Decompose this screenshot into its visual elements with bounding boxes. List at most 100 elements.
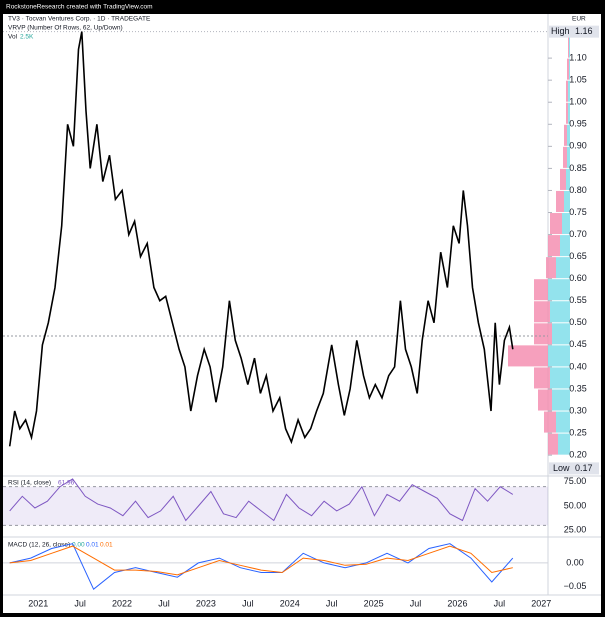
vrvp-up <box>564 190 570 213</box>
rsi-tick-label: 50.00 <box>564 500 587 510</box>
vrvp-down <box>563 146 567 168</box>
chart-background <box>3 14 601 613</box>
vrvp-down <box>538 389 552 411</box>
vrvp-down <box>550 213 562 235</box>
vrvp-down <box>534 367 550 389</box>
y-tick-label: 0.65 <box>569 251 587 261</box>
y-tick-label: 0.60 <box>569 273 587 283</box>
vrvp-up <box>548 345 570 367</box>
pane-separators <box>3 14 601 596</box>
vrvp-up <box>567 124 570 146</box>
vrvp-down <box>566 102 568 124</box>
y-tick-label: 1.10 <box>569 52 587 62</box>
vrvp-down <box>548 433 558 455</box>
high-label: High <box>551 26 570 36</box>
x-tick-label: 2025 <box>364 598 384 608</box>
vrvp-down <box>544 411 556 433</box>
y-tick-label: 0.50 <box>569 317 587 327</box>
vrvp-down <box>546 257 556 279</box>
vrvp-up <box>548 279 570 301</box>
x-tick-label: Jul <box>242 598 254 608</box>
vrvp-down <box>534 279 548 301</box>
y-tick-label: 0.90 <box>569 141 587 151</box>
vrvp-up <box>552 323 570 345</box>
currency: EUR <box>572 16 586 23</box>
y-tick-label: 0.25 <box>569 427 587 437</box>
y-tick-label: 0.80 <box>569 185 587 195</box>
vrvp-down <box>534 323 552 345</box>
macd-value: 0.01 <box>86 542 99 549</box>
rsi-label: RSI (14, close) <box>8 480 51 487</box>
x-tick-label: Jul <box>158 598 170 608</box>
vrvp-down <box>564 124 567 146</box>
vol-value: 2.5K <box>20 34 34 41</box>
high-box <box>549 25 599 38</box>
low-value: 0.17 <box>575 463 593 473</box>
macd-value: 0.00 <box>72 542 85 549</box>
macd-tick-label: −0.05 <box>564 581 587 591</box>
vrvp-down <box>567 58 569 80</box>
y-tick-label: 0.55 <box>569 295 587 305</box>
rsi-tick-label: 25.00 <box>564 525 587 535</box>
x-tick-label: Jul <box>74 598 86 608</box>
vrvp-up <box>556 257 570 279</box>
y-tick-label: 0.85 <box>569 163 587 173</box>
vrvp-down <box>566 80 568 102</box>
x-tick-label: Jul <box>494 598 506 608</box>
x-tick-label: Jul <box>410 598 422 608</box>
vrvp-up <box>550 367 570 389</box>
rsi-line <box>9 478 514 522</box>
x-tick-label: 2021 <box>28 598 48 608</box>
low-box <box>549 462 599 475</box>
vrvp-up <box>552 389 570 411</box>
y-tick-label: 0.70 <box>569 229 587 239</box>
vrvp-up <box>569 36 570 58</box>
y-tick-label: 0.20 <box>569 450 587 460</box>
chart-title: TV3 · Tocvan Ventures Corp. · 1D · TRADE… <box>8 16 151 23</box>
vrvp-up <box>562 213 570 235</box>
vrvp-up <box>568 80 570 102</box>
vrvp-up <box>568 102 570 124</box>
y-tick-label: 0.95 <box>569 119 587 129</box>
y-tick-label: 0.35 <box>569 383 587 393</box>
x-tick-label: Jul <box>326 598 338 608</box>
macd-line <box>9 545 513 576</box>
vrvp-label: VRVP (Number Of Rows, 62, Up/Down) <box>8 25 123 32</box>
header: RockstoneResearch created with TradingVi… <box>6 4 153 11</box>
vrvp-up <box>567 146 570 168</box>
macd-tick-label: 0.00 <box>566 557 584 567</box>
rsi-tick-label: 75.00 <box>564 476 587 486</box>
vrvp-down <box>560 168 566 190</box>
macd-value: 0.01 <box>100 542 113 549</box>
vrvp-up <box>550 301 570 323</box>
vrvp-up <box>556 411 570 433</box>
y-tick-label: 0.75 <box>569 207 587 217</box>
vrvp-down <box>556 190 564 213</box>
vrvp-down <box>568 36 569 58</box>
vrvp-down <box>548 235 560 257</box>
macd-label: MACD (12, 26, close) <box>8 542 70 549</box>
vrvp-up <box>558 433 570 455</box>
x-tick-label: 2027 <box>531 598 551 608</box>
x-tick-label: 2026 <box>447 598 467 608</box>
y-tick-label: 1.00 <box>569 97 587 107</box>
x-tick-label: 2022 <box>112 598 132 608</box>
rsi-band <box>3 486 548 526</box>
low-label: Low <box>553 463 570 473</box>
vrvp-up <box>560 235 570 257</box>
vrvp-down <box>508 345 548 367</box>
y-tick-label: 0.30 <box>569 405 587 415</box>
y-tick-label: 0.40 <box>569 361 587 371</box>
vrvp-down <box>534 301 550 323</box>
high-value: 1.16 <box>575 26 593 36</box>
vrvp-up <box>569 58 570 80</box>
macd-line <box>9 543 514 590</box>
y-tick-label: 1.05 <box>569 75 587 85</box>
x-tick-label: 2023 <box>196 598 216 608</box>
vol-label: Vol <box>8 34 18 41</box>
price-line <box>8 31 514 447</box>
vrvp-up <box>566 168 570 190</box>
x-tick-label: 2024 <box>280 598 300 608</box>
y-tick-label: 0.45 <box>569 339 587 349</box>
